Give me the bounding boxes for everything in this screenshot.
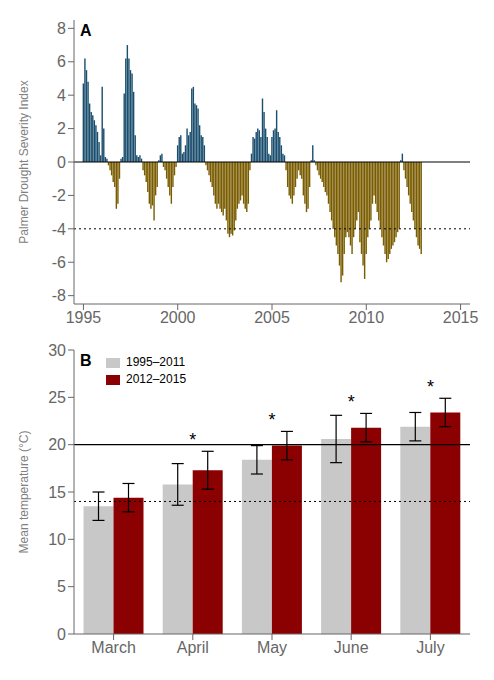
svg-text:June: June [334,639,369,656]
svg-text:2005: 2005 [254,309,290,326]
svg-text:25: 25 [48,389,66,406]
svg-text:0: 0 [57,626,66,643]
svg-text:-6: -6 [52,254,66,271]
svg-text:5: 5 [57,578,66,595]
svg-text:2010: 2010 [348,309,384,326]
svg-text:-8: -8 [52,287,66,304]
svg-text:2: 2 [57,120,66,137]
svg-text:2000: 2000 [160,309,196,326]
svg-text:March: March [91,639,135,656]
svg-text:*: * [427,377,434,397]
svg-text:-2: -2 [52,187,66,204]
svg-text:4: 4 [57,87,66,104]
svg-text:6: 6 [57,53,66,70]
svg-text:*: * [268,410,275,430]
svg-text:*: * [348,392,355,412]
svg-text:30: 30 [48,342,66,359]
html-text:1995–2011: 1995–2011 [126,355,186,369]
html-text:A: A [80,22,92,39]
svg-text:2015: 2015 [443,309,479,326]
svg-text:Mean temperature (°C): Mean temperature (°C) [17,431,31,554]
svg-text:0: 0 [57,154,66,171]
svg-text:Palmer Drought Severity Index: Palmer Drought Severity Index [17,80,31,243]
svg-text:April: April [177,639,209,656]
svg-text:July: July [416,639,444,656]
svg-text:-4: -4 [52,221,66,238]
svg-text:*: * [189,430,196,450]
svg-text:May: May [257,639,287,656]
svg-text:1995: 1995 [66,309,102,326]
svg-text:20: 20 [48,436,66,453]
svg-text:8: 8 [57,20,66,37]
svg-text:10: 10 [48,531,66,548]
html-text:B: B [80,352,92,369]
html-text:2012–2015: 2012–2015 [126,372,187,386]
svg-text:15: 15 [48,484,66,501]
